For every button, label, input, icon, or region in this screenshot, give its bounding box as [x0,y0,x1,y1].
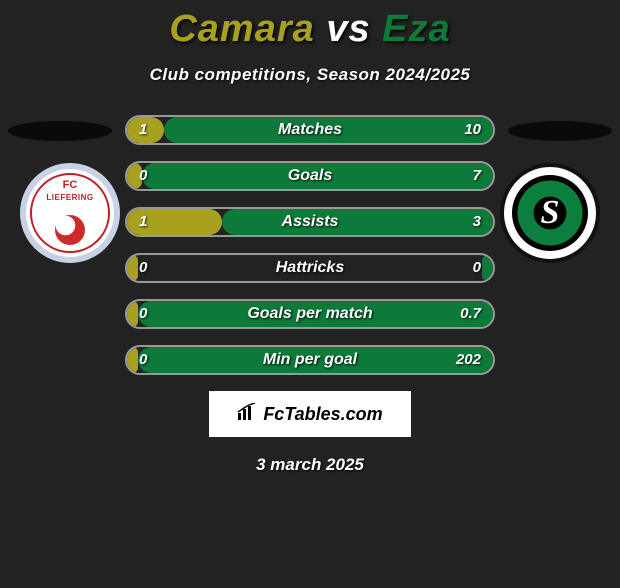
stat-row: 00.7Goals per match [125,299,495,329]
club-crest-left: FC LIEFERING [20,163,120,263]
stat-bars: 110Matches 07Goals 13Assists 00Hattricks 00.… [125,115,495,375]
stat-label: Assists [125,207,495,237]
player-left-name: Camara [169,8,314,50]
stat-row: 13Assists [125,207,495,237]
stat-row: 110Matches [125,115,495,145]
crest-right-monogram: S [504,167,596,259]
competition-subtitle: Club competitions, Season 2024/2025 [0,65,620,85]
comparison-title: Camara vs Eza [0,8,620,51]
stat-row: 0202Min per goal [125,345,495,375]
crest-left-ball-icon [55,215,85,245]
club-crest-right: S [500,163,600,263]
crest-shadow-left [8,121,112,141]
stat-label: Hattricks [125,253,495,283]
stat-label: Goals per match [125,299,495,329]
stat-row: 07Goals [125,161,495,191]
stat-label: Goals [125,161,495,191]
player-right-name: Eza [382,8,450,50]
snapshot-date: 3 march 2025 [0,455,620,475]
vs-separator: vs [326,8,370,50]
stat-row: 00Hattricks [125,253,495,283]
comparison-body: FC LIEFERING S 110Matches 07Goals 13Assist… [0,115,620,375]
crest-left-club: LIEFERING [46,193,93,202]
crest-shadow-right [508,121,612,141]
branding-chart-icon [237,403,257,426]
branding-badge: FcTables.com [209,391,411,437]
branding-text: FcTables.com [263,404,382,425]
stat-label: Matches [125,115,495,145]
stat-label: Min per goal [125,345,495,375]
crest-left-fc: FC [63,179,78,191]
crest-left-text: FC LIEFERING [26,179,114,203]
